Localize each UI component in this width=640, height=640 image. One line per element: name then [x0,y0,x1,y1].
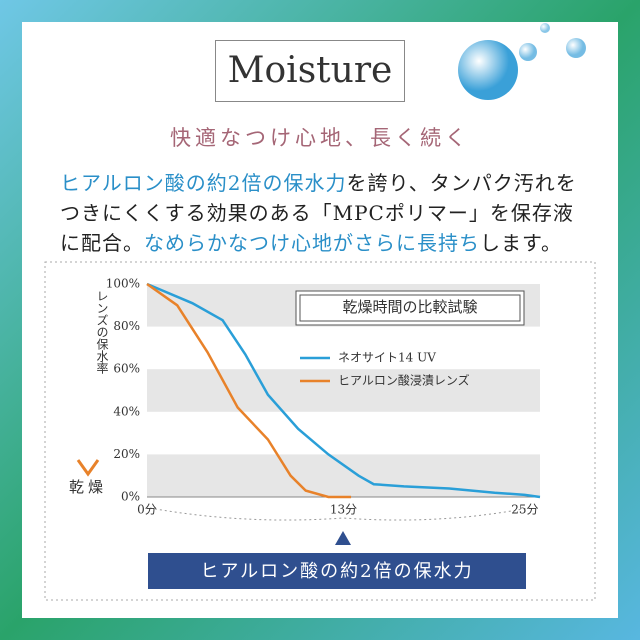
pointer [335,531,351,545]
line: つきにくくする効果のある「MPCポリマー」を保存液 [60,198,577,228]
line: ヒアルロン酸の約2倍の保水力を誇り、タンパク汚れを [60,168,577,198]
legend-label: ネオサイト14 UV [338,351,436,365]
y-tick-label: 100% [106,277,140,291]
line: に配合。なめらかなつけ心地がさらに長持ちします。 [60,228,577,258]
legend-label: ヒアルロン酸浸漬レンズ [338,373,470,388]
series-line [146,282,541,499]
x-tick-label: 13分 [330,503,357,517]
arrowhead [76,459,100,477]
bubbles [458,23,586,100]
badge [148,553,526,589]
y-tick-label: 80% [113,319,140,333]
legend-title-box [299,294,521,322]
chart-frame [44,261,596,601]
y-tick-label: 60% [113,362,140,376]
badge-text: ヒアルロン酸の約2倍の保水力 [200,561,473,582]
highlight: ヒアルロン酸の約2倍の保水力 [60,171,347,195]
y-tick-label: 40% [113,404,140,418]
series-line [146,282,352,499]
chart-title: 乾燥時間の比較試験 [342,298,477,316]
y-bottom-label: 乾燥 [69,478,107,496]
y-label: レンズの保水率 [95,290,109,374]
text: に配合。 [60,231,144,255]
text: つきにくくする効果のある「MPCポリマー」を保存液 [60,201,574,225]
x-tick-label: 25分 [511,503,538,517]
grid-band [147,369,540,412]
paragraph: ヒアルロン酸の約2倍の保水力を誇り、タンパク汚れを つきにくくする効果のある「M… [60,168,577,258]
y-tick-label: 20% [113,447,140,461]
text: を誇り、タンパク汚れを [346,171,577,195]
subtitle: 快適なつけ心地、長く続く [170,126,470,150]
title: Moisture [215,40,405,102]
y-tick-label: 0% [121,490,140,504]
legend-title-box [295,290,525,326]
text: します。 [480,231,562,255]
highlight: なめらかなつけ心地がさらに長持ち [144,231,480,255]
x-tick-label: 0分 [137,503,157,517]
